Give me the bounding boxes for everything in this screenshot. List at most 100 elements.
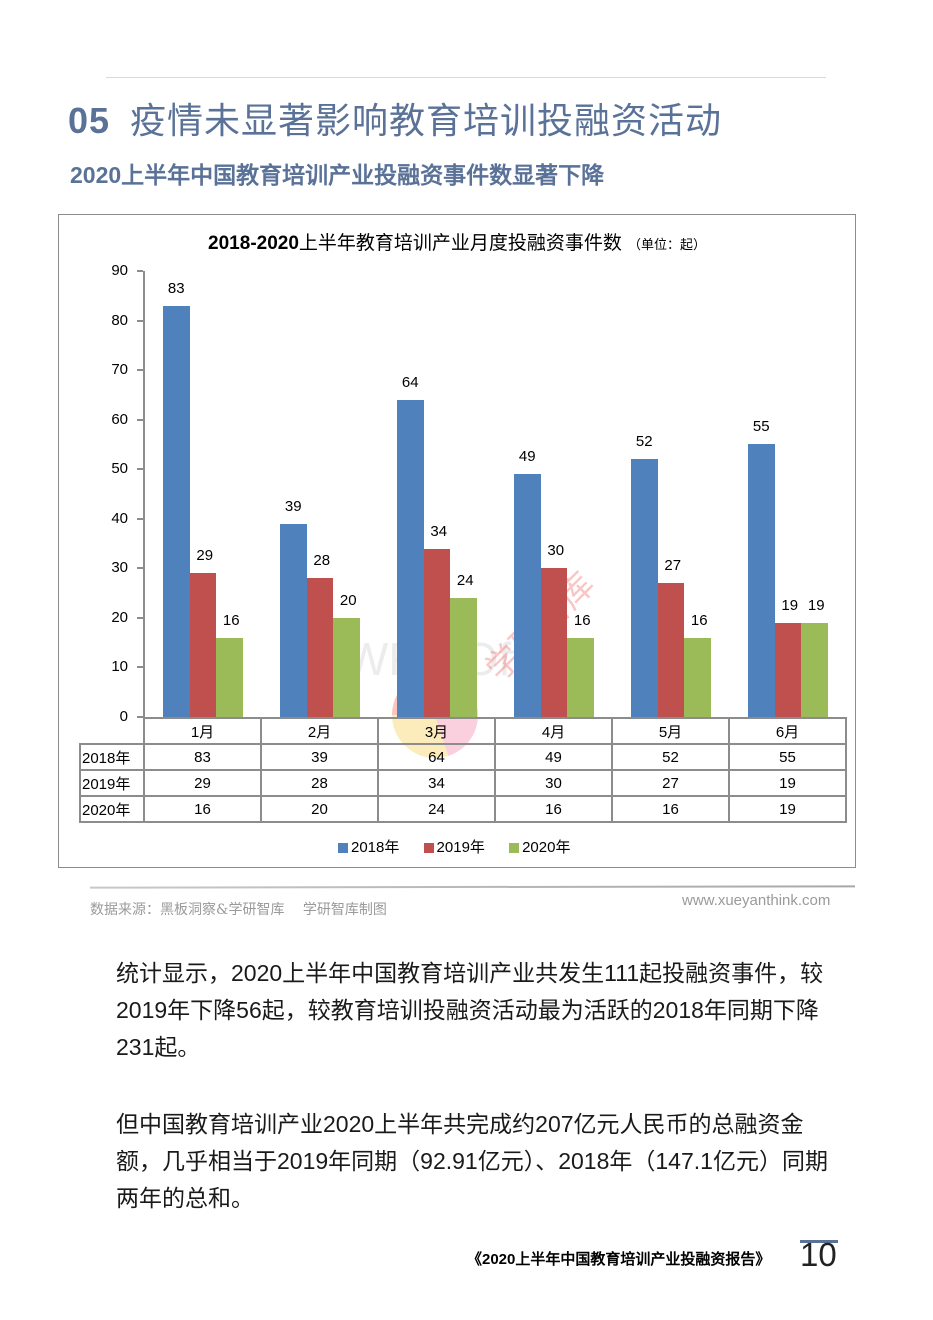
y-tick-label: 90 [111,262,128,279]
y-tick-label: 60 [111,410,128,428]
bar-2019-6 [774,622,801,717]
bar-value-label: 27 [664,557,682,575]
bar-2020-2 [333,617,360,717]
bar-value-label: 30 [547,542,565,560]
bar-value-label: 16 [690,611,708,629]
chart-title-years: 2018-2020 [208,233,299,254]
y-tick-label: 40 [111,509,128,527]
table-row: 2019年 29 28 34 30 27 19 [79,769,847,797]
table-cell: 52 [611,743,730,771]
bar-2018-6 [748,444,775,717]
y-tick-mark [137,418,143,421]
table-cell: 16 [611,795,730,823]
bar-value-label: 49 [518,448,536,466]
table-cell: 49 [494,743,613,771]
y-tick-mark [137,716,143,718]
chart-frame [58,214,856,868]
row-label: 2018年 [79,743,145,771]
table-corner [80,718,145,745]
y-tick-mark [137,567,143,570]
bar-value-label: 83 [167,279,185,297]
y-tick-label: 0 [119,708,128,725]
bar-value-label: 20 [339,591,357,609]
table-cell: 19 [728,795,847,823]
row-label: 2020年 [79,795,145,823]
y-tick-label: 30 [111,559,128,577]
bar-2020-4 [567,637,594,717]
legend-swatch-2018 [338,843,348,854]
legend-swatch-2019 [423,843,434,854]
bar-value-label: 16 [573,611,591,629]
table-cell: 19 [728,769,847,797]
section-subtitle: 2020上半年中国教育培训产业投融资事件数显著下降 [70,162,605,188]
body-paragraph-1: 统计显示，2020上半年中国教育培训产业共发生111起投融资事件，较2019年下… [116,960,824,1060]
y-tick-mark [137,369,143,372]
table-cell: 27 [611,769,730,797]
y-tick-mark [137,468,143,471]
bar-2019-4 [540,568,567,717]
bar-2018-1 [163,305,190,717]
section-title-text: 疫情未显著影响教育培训投融资活动 [130,100,723,141]
section-number: 05 [68,100,111,141]
bar-2019-5 [657,583,684,717]
data-source: 数据来源：黑板洞察&学研智库 学研智库制图 [90,902,387,918]
bar-value-label: 16 [222,611,240,629]
y-tick-label: 50 [111,460,128,478]
bar-2019-1 [189,573,216,717]
bar-2019-2 [306,578,333,717]
y-tick-mark [137,319,143,322]
table-row: 2020年 16 20 24 16 16 19 [79,795,847,823]
y-tick-label: 70 [111,361,128,379]
y-axis [143,271,145,717]
y-tick-mark [137,270,143,272]
table-header-cell: 2月 [260,717,379,745]
y-tick-label: 20 [111,608,128,626]
legend-item-2020: 2020年 [509,836,570,857]
footer-report-title: 《2020上半年中国教育培训产业投融资报告》 [467,1251,771,1268]
table-header-cell: 1月 [143,717,262,745]
chart-title: 2018-2020上半年教育培训产业月度投融资事件数 （单位：起） [58,228,856,255]
y-tick-label: 80 [111,311,128,329]
data-table: 1月 2月 3月 4月 5月 6月 2018年 83 39 64 49 52 5… [79,717,847,823]
bar-2020-6 [801,622,828,717]
table-cell: 83 [143,743,262,771]
table-header-cell: 6月 [728,717,847,745]
table-cell: 28 [260,769,379,797]
table-cell: 29 [143,769,262,797]
table-row: 2018年 83 39 64 49 52 55 [79,743,847,771]
header-rule [106,77,826,78]
page-number: 10 [800,1236,837,1273]
y-tick-mark [137,666,143,669]
table-cell: 34 [377,769,496,797]
table-cell: 55 [728,743,847,771]
table-cell: 64 [377,743,496,771]
chart-unit: （单位：起） [627,237,706,252]
body-paragraph-2: 但中国教育培训产业2020上半年共完成约207亿元人民币的总融资金额，几乎相当于… [116,1111,828,1211]
page-number-bar [800,1240,838,1243]
y-tick-label: 10 [111,658,128,676]
legend-swatch-2020 [509,843,520,854]
bar-value-label: 64 [401,373,419,391]
bar-2020-5 [684,637,711,717]
bar-2018-4 [514,474,541,717]
bar-value-label: 24 [456,572,474,590]
bar-value-label: 29 [196,547,214,565]
table-cell: 16 [494,795,613,823]
y-tick-mark [137,616,143,619]
source-rule [90,885,855,889]
website-link[interactable]: www.xueyanthink.com [682,892,831,909]
bar-value-label: 19 [781,596,799,614]
row-label: 2019年 [79,769,145,797]
table-cell: 30 [494,769,613,797]
bar-2018-5 [631,459,658,717]
chart-title-text: 上半年教育培训产业月度投融资事件数 [298,233,622,254]
bar-value-label: 19 [807,596,825,614]
bar-2018-3 [397,399,424,717]
table-cell: 16 [143,795,262,823]
y-tick-mark [137,517,143,520]
chart-legend: 2018年 2019年 2020年 [338,836,590,857]
section-title: 05 疫情未显著影响教育培训投融资活动 [68,92,722,144]
table-header-cell: 4月 [494,717,613,745]
bar-value-label: 39 [284,497,302,515]
table-cell: 20 [260,795,379,823]
